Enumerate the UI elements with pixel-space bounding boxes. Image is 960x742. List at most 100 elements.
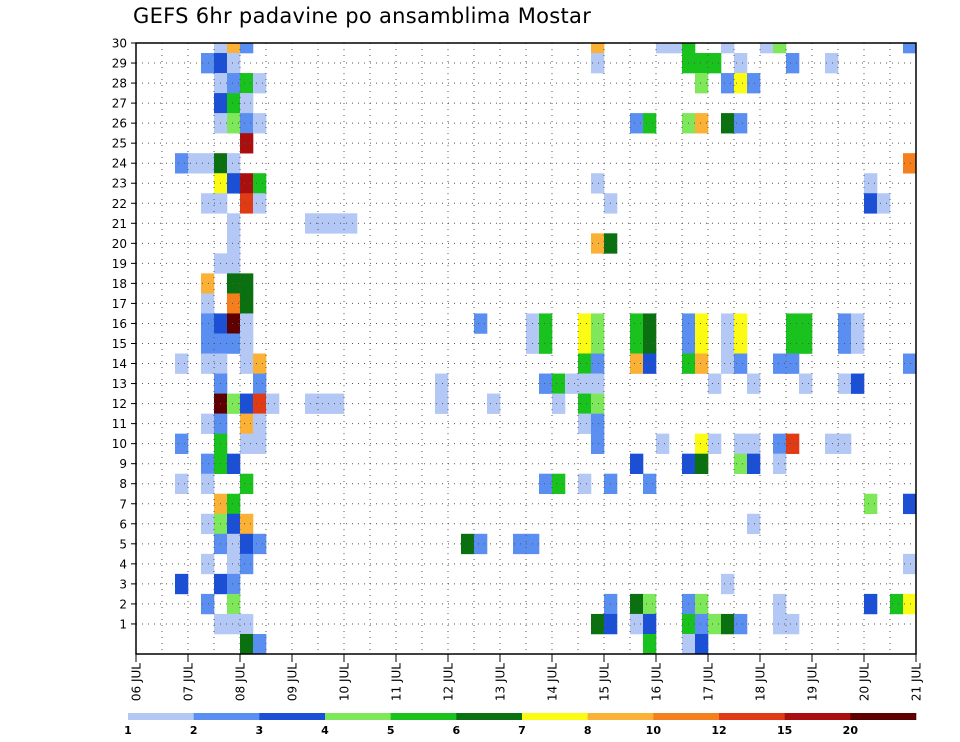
heatmap-cell	[227, 173, 241, 194]
heatmap-cell	[175, 573, 189, 595]
heatmap-cell	[201, 153, 215, 174]
heatmap-cell	[539, 313, 553, 334]
heatmap-cell	[253, 113, 267, 134]
heatmap-cell	[253, 193, 267, 214]
heatmap-cell	[175, 473, 189, 495]
heatmap-cell	[201, 473, 215, 495]
heatmap-cell	[630, 453, 644, 474]
heatmap-cell	[669, 43, 683, 54]
heatmap-cell	[721, 353, 735, 374]
heatmap-cell	[253, 413, 267, 434]
y-tick-label: 30	[112, 37, 127, 51]
heatmap-cell	[253, 353, 267, 374]
heatmap-cell	[591, 373, 605, 394]
heatmap-cell	[201, 273, 215, 294]
y-tick-label: 6	[119, 517, 127, 531]
heatmap-cell	[630, 313, 644, 334]
heatmap-cell	[175, 353, 189, 374]
heatmap-cell	[695, 73, 709, 94]
heatmap-cell	[747, 373, 761, 394]
heatmap-cell	[903, 353, 917, 374]
heatmap-cell	[747, 513, 761, 535]
heatmap-cell	[344, 213, 358, 234]
heatmap-cell	[786, 53, 800, 74]
heatmap-cell	[825, 433, 839, 454]
heatmap-cell	[747, 433, 761, 454]
heatmap-cell	[474, 533, 488, 555]
heatmap-cell	[682, 633, 696, 655]
heatmap-cell	[539, 473, 553, 495]
heatmap-cell	[773, 453, 787, 474]
y-tick-label: 18	[112, 277, 127, 291]
x-tick-label: 19 JUL	[806, 663, 820, 701]
heatmap-cell	[227, 213, 241, 234]
legend-label: 6	[453, 724, 461, 737]
y-tick-label: 19	[112, 257, 127, 271]
heatmap-cell	[643, 113, 657, 134]
legend-label: 3	[256, 724, 264, 737]
heatmap-cell	[591, 353, 605, 374]
legend-swatch	[128, 713, 194, 720]
heatmap-cell	[565, 373, 579, 394]
heatmap-cell	[227, 493, 241, 515]
heatmap-cell	[903, 553, 917, 575]
x-tick-label: 20 JUL	[858, 663, 872, 701]
heatmap-cell	[903, 43, 917, 54]
heatmap-cell	[591, 433, 605, 454]
x-tick-label: 11 JUL	[390, 663, 404, 701]
y-tick-label: 25	[112, 137, 127, 151]
heatmap-cell	[734, 73, 748, 94]
y-tick-label: 11	[112, 417, 127, 431]
heatmap-cell	[591, 173, 605, 194]
heatmap-cell	[513, 533, 527, 555]
heatmap-cell	[591, 313, 605, 334]
heatmap-cell	[461, 533, 475, 555]
heatmap-cell	[708, 433, 722, 454]
heatmap-cell	[240, 293, 254, 314]
plot-frame	[135, 42, 917, 655]
legend-label: 8	[584, 724, 592, 737]
heatmap-cell	[591, 613, 605, 635]
heatmap-cell	[591, 333, 605, 354]
heatmap-cell	[552, 393, 566, 414]
heatmap-cell	[578, 353, 592, 374]
cells-layer	[175, 43, 917, 655]
heatmap-cell	[240, 553, 254, 575]
legend-swatch	[850, 713, 917, 720]
heatmap-cell	[721, 613, 735, 635]
heatmap-cell	[487, 393, 501, 414]
legend-swatch	[784, 713, 851, 720]
heatmap-cell	[695, 453, 709, 474]
y-tick-label: 29	[112, 57, 127, 71]
x-tick-label: 08 JUL	[234, 663, 248, 701]
heatmap-cell	[786, 433, 800, 454]
heatmap-cell	[331, 393, 345, 414]
heatmap-cell	[552, 473, 566, 495]
heatmap-cell	[227, 73, 241, 94]
heatmap-cell	[240, 93, 254, 114]
heatmap-cell	[734, 433, 748, 454]
heatmap-cell	[214, 43, 228, 54]
grid-layer	[136, 42, 916, 654]
heatmap-cell	[552, 373, 566, 394]
heatmap-cell	[591, 413, 605, 434]
heatmap-cell	[643, 353, 657, 374]
y-tick-label: 12	[112, 397, 127, 411]
heatmap-cell	[695, 433, 709, 454]
heatmap-cell	[643, 633, 657, 655]
y-tick-label: 23	[112, 177, 127, 191]
heatmap-cell	[786, 333, 800, 354]
heatmap-cell	[331, 213, 345, 234]
heatmap-cell	[708, 613, 722, 635]
heatmap-cell	[227, 553, 241, 575]
heatmap-cell	[227, 313, 241, 334]
heatmap-cell	[721, 113, 735, 134]
heatmap-cell	[695, 633, 709, 655]
legend-swatch	[522, 713, 588, 720]
legend-swatch	[390, 713, 457, 720]
heatmap-cell	[240, 313, 254, 334]
x-tick-label: 18 JUL	[754, 663, 768, 701]
heatmap-cell	[253, 533, 267, 555]
legend-swatch	[587, 713, 654, 720]
heatmap-cell	[851, 313, 865, 334]
